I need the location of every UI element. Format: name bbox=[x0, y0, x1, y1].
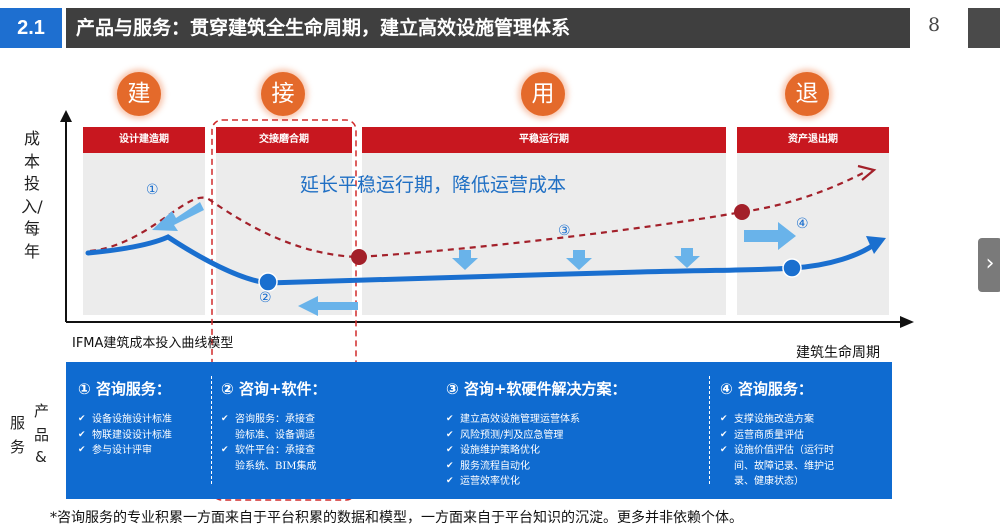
y-axis-arrowhead bbox=[60, 110, 72, 122]
panel-design-build bbox=[83, 153, 205, 315]
page-title: 产品与服务：贯穿建筑全生命周期，建立高效设施管理体系 bbox=[66, 8, 910, 48]
offering-item: 验标准、设备调适 bbox=[235, 429, 315, 441]
service-offerings-box: ① 咨询服务： 设备设施设计标准 物联建设设计标准 参与设计评审 ② 咨询+软件… bbox=[66, 362, 892, 499]
phase-handover-circle: 接 bbox=[261, 72, 305, 116]
dashed-curve-point-exit bbox=[734, 204, 750, 220]
stage-operation: 平稳运行期 bbox=[362, 127, 726, 153]
panel-handover bbox=[216, 153, 352, 315]
stage-design-build: 设计建造期 bbox=[83, 127, 205, 153]
offering-item: 运营效率优化 bbox=[446, 474, 580, 490]
page-number: 8 bbox=[928, 14, 941, 36]
arrow-handover-left bbox=[298, 296, 358, 316]
arrow-down-1 bbox=[452, 250, 478, 270]
products-services-label: 服 务 产 品 & bbox=[8, 398, 60, 478]
solid-curve-arrowhead bbox=[866, 236, 886, 254]
phase-use-circle: 用 bbox=[521, 72, 565, 116]
x-axis-arrowhead bbox=[900, 316, 914, 328]
dashed-curve-point-low bbox=[351, 249, 367, 265]
phase-build-circle: 建 bbox=[117, 72, 161, 116]
offering-item: 间、故障记录、维护记 bbox=[734, 460, 834, 472]
offering-item: 设施价值评估（运行时 bbox=[720, 443, 834, 459]
arrow-down-3 bbox=[674, 248, 700, 268]
offering-item: 设备设施设计标准 bbox=[78, 412, 172, 428]
dashed-curve-arrowhead bbox=[857, 164, 877, 181]
x-axis-label: 建筑生命周期 bbox=[796, 345, 880, 361]
offering-title: ③ 咨询+软硬件解决方案： bbox=[446, 380, 627, 398]
solid-curve-point-exit bbox=[782, 258, 802, 278]
section-number: 2.1 bbox=[0, 8, 62, 48]
ps-char-chan: 产 bbox=[34, 402, 50, 420]
offering-title: ② 咨询+软件： bbox=[221, 380, 327, 398]
offering-item: 运营商质量评估 bbox=[720, 428, 834, 444]
offering-item: 录、健康状态） bbox=[734, 476, 804, 487]
stage-handover: 交接磨合期 bbox=[216, 127, 352, 153]
offering-item: 咨询服务：承接查 bbox=[221, 412, 317, 428]
marker-1: ① bbox=[146, 182, 159, 198]
offering-item: 服务流程自动化 bbox=[446, 459, 580, 475]
y-axis-label: 成本投入/每年 bbox=[21, 129, 43, 261]
column-divider bbox=[211, 376, 212, 484]
handover-highlight-frame bbox=[211, 119, 357, 501]
offering-item: 设施维护策略优化 bbox=[446, 443, 580, 459]
arrow-down-2 bbox=[566, 250, 592, 270]
stage-exit: 资产退出期 bbox=[737, 127, 889, 153]
next-slide-chevron-icon[interactable]: › bbox=[978, 238, 1000, 292]
marker-2: ② bbox=[259, 290, 272, 306]
column-divider bbox=[709, 376, 710, 484]
offering-title: ④ 咨询服务： bbox=[720, 380, 813, 398]
highlight-caption: 延长平稳运行期，降低运营成本 bbox=[300, 174, 567, 196]
model-caption: IFMA建筑成本投入曲线模型 bbox=[72, 336, 234, 351]
arrow-design-left bbox=[152, 202, 204, 231]
arrow-exit-right bbox=[744, 222, 796, 250]
offering-item: 验系统、BIM集成 bbox=[235, 460, 317, 472]
offering-item: 风险预测/判及应急管理 bbox=[446, 428, 580, 444]
offering-item: 参与设计评审 bbox=[78, 443, 172, 459]
offering-item: 物联建设设计标准 bbox=[78, 428, 172, 444]
offering-item: 建立高效设施管理运营体系 bbox=[446, 412, 580, 428]
cost-solid-curve bbox=[85, 234, 878, 286]
marker-4: ④ bbox=[796, 216, 809, 232]
offering-item: 支撑设施改造方案 bbox=[720, 412, 834, 428]
ps-char-amp: & bbox=[35, 448, 47, 466]
footnote: *咨询服务的专业积累一方面来自于平台积累的数据和模型，一方面来自于平台知识的沉淀… bbox=[50, 510, 743, 526]
ps-char-pin: 品 bbox=[34, 426, 50, 444]
ps-char-wu: 务 bbox=[10, 438, 26, 456]
ps-char-fu: 服 bbox=[10, 414, 26, 432]
offering-item: 软件平台：承接查 bbox=[221, 443, 317, 459]
panel-operation bbox=[362, 153, 726, 315]
cost-dashed-curve bbox=[89, 171, 866, 259]
next-slide-header-edge bbox=[968, 8, 1000, 48]
marker-3: ③ bbox=[558, 223, 571, 239]
solid-curve-point-handover bbox=[258, 272, 278, 292]
offering-title: ① 咨询服务： bbox=[78, 380, 171, 398]
phase-exit-circle: 退 bbox=[785, 72, 829, 116]
